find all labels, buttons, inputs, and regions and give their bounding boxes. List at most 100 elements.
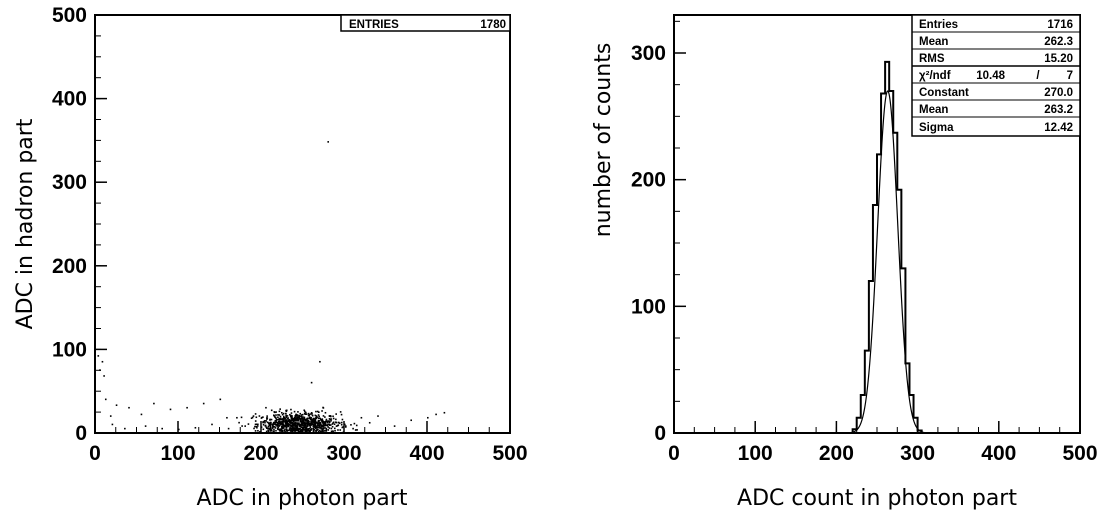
scatter-point (263, 420, 265, 423)
scatter-point (285, 419, 287, 421)
scatter-point (315, 410, 317, 413)
scatter-point (284, 428, 286, 430)
stat-fit-mean-label: Mean (919, 104, 948, 116)
scatter-point (313, 419, 315, 421)
scatter-point (285, 416, 288, 419)
scatter-point (295, 428, 298, 431)
scatter-point (331, 423, 334, 425)
scatter-point (308, 427, 311, 430)
scatter-point (316, 429, 318, 431)
scatter-point (304, 430, 306, 432)
scatter-point (329, 424, 331, 427)
scatter-point (319, 360, 321, 363)
scatter-point (315, 417, 318, 420)
scatter-point (330, 418, 333, 420)
scatter-point (314, 422, 317, 424)
scatter-point (298, 414, 301, 417)
scatter-point (316, 410, 319, 413)
scatter-point (304, 410, 306, 413)
scatter-point (280, 411, 283, 414)
scatter-point (295, 414, 297, 417)
scatter-point (281, 418, 284, 420)
scatter-point (344, 423, 346, 426)
scatter-point (344, 425, 347, 427)
scatter-point (291, 427, 293, 429)
scatter-point (302, 429, 304, 431)
scatter-point (300, 429, 303, 431)
scatter-point (309, 431, 311, 433)
scatter-point (296, 414, 299, 416)
scatter-point (284, 420, 287, 422)
stat-entries-value: 1716 (1047, 19, 1073, 31)
scatter-point (255, 423, 258, 426)
scatter-point (153, 402, 155, 405)
scatter-point (178, 428, 180, 431)
scatter-point (321, 420, 324, 422)
scatter-point (97, 355, 100, 357)
scatter-point (334, 429, 336, 432)
scatter-point (284, 417, 287, 420)
scatter-point (324, 424, 327, 426)
gaussian-fit-curve (847, 90, 928, 434)
scatter-point (323, 430, 326, 432)
scatter-point (247, 423, 250, 425)
scatter-point (291, 428, 294, 431)
scatter-point (250, 417, 253, 420)
scatter-point (299, 429, 302, 432)
scatter-point (317, 414, 320, 416)
scatter-point (285, 423, 288, 426)
scatter-x-tick-label: 200 (243, 442, 278, 465)
scatter-point (255, 416, 258, 419)
scatter-point (318, 411, 320, 414)
scatter-point (274, 421, 277, 424)
scatter-point (310, 381, 313, 384)
scatter-point (254, 420, 257, 422)
scatter-point (140, 413, 143, 416)
stat-fit-mean-value: 263.2 (1044, 104, 1073, 116)
scatter-point (281, 427, 284, 430)
scatter-point (330, 430, 333, 433)
scatter-point (273, 411, 276, 413)
scatter-point (104, 398, 107, 401)
scatter-point (296, 419, 298, 422)
scatter-point (278, 428, 281, 431)
scatter-point (410, 419, 412, 422)
scatter-point (291, 421, 294, 424)
scatter-point (262, 428, 265, 431)
scatter-point (274, 426, 276, 428)
scatter-point (312, 427, 315, 430)
scatter-point (314, 414, 317, 417)
scatter-point (313, 421, 316, 424)
scatter-point (276, 427, 279, 430)
scatter-point (328, 427, 331, 429)
scatter-point (291, 424, 294, 427)
scatter-point (304, 418, 306, 421)
scatter-point (332, 415, 334, 418)
scatter-point (321, 425, 324, 427)
scatter-point (298, 427, 300, 430)
scatter-point (278, 414, 281, 416)
scatter-point (264, 421, 266, 424)
scatter-point (277, 416, 279, 419)
scatter-plot-frame (94, 14, 511, 434)
scatter-point (293, 417, 296, 420)
scatter-point (315, 427, 317, 429)
scatter-point (306, 423, 308, 425)
scatter-point (275, 417, 277, 420)
scatter-point (286, 431, 288, 433)
scatter-point (288, 420, 290, 422)
scatter-point (318, 429, 321, 432)
scatter-point (288, 421, 291, 423)
scatter-point (303, 426, 306, 429)
scatter-point (274, 416, 277, 419)
scatter-point (254, 425, 256, 428)
scatter-point (264, 424, 267, 427)
scatter-point (293, 427, 296, 430)
scatter-point (290, 418, 293, 420)
scatter-point (240, 416, 243, 419)
scatter-point (284, 424, 287, 427)
scatter-y-tick-label: 500 (52, 4, 87, 27)
scatter-point (300, 415, 303, 418)
scatter-point (307, 428, 310, 430)
scatter-point (276, 425, 278, 427)
